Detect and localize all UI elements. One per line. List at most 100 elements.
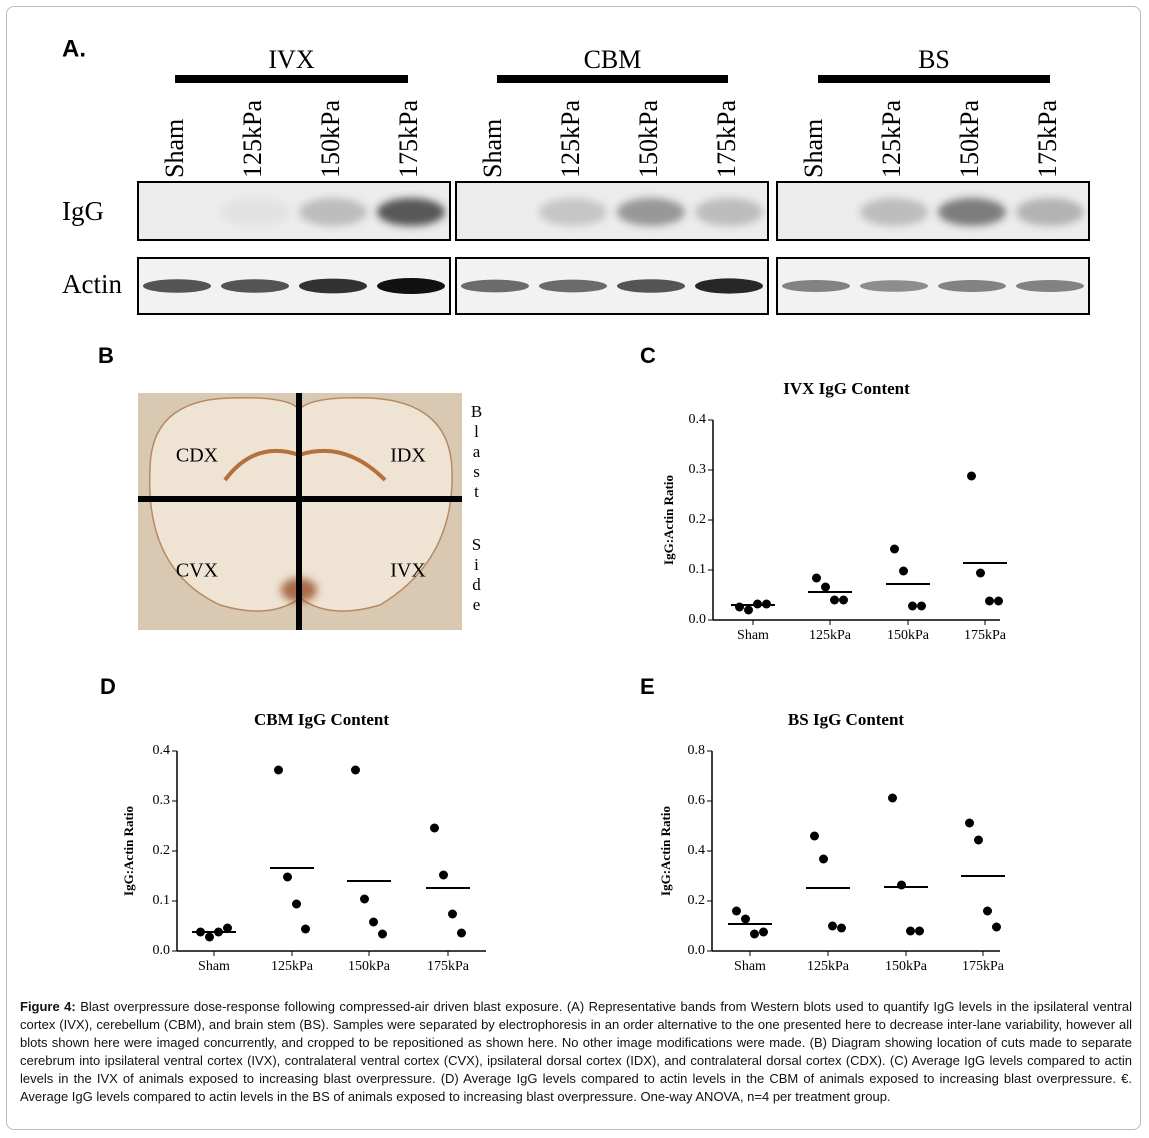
region-label: IDX <box>390 445 426 467</box>
panel-label: C <box>640 343 656 368</box>
lane-label: 125kPa <box>238 100 267 178</box>
data-point <box>828 921 837 931</box>
band <box>377 278 445 294</box>
data-point <box>983 906 992 916</box>
data-point <box>890 544 899 554</box>
band <box>782 280 850 292</box>
band <box>938 198 1006 226</box>
data-point <box>899 566 908 576</box>
data-point <box>897 880 906 890</box>
panel-label: D <box>100 674 116 699</box>
y-tick-label: 0.2 <box>689 512 707 527</box>
data-point <box>821 582 830 592</box>
chart-title: CBM IgG Content <box>254 710 389 729</box>
caption-text: Blast overpressure dose-response followi… <box>20 999 1132 1104</box>
data-point <box>741 914 750 924</box>
lane-label: 125kPa <box>556 100 585 178</box>
x-tick-label: 150kPa <box>887 628 930 643</box>
y-tick-label: 0.0 <box>153 943 171 958</box>
band <box>617 279 685 293</box>
data-point <box>205 932 214 942</box>
data-point <box>223 923 232 933</box>
y-tick-label: 0.0 <box>688 943 706 958</box>
data-point <box>917 601 926 611</box>
data-point <box>274 765 283 775</box>
band <box>539 198 607 226</box>
y-axis-label: IgG:Actin Ratio <box>661 475 676 565</box>
y-tick-label: 0.4 <box>153 743 171 758</box>
data-point <box>967 471 976 481</box>
y-axis-label: IgG:Actin Ratio <box>658 806 673 896</box>
y-tick-label: 0.1 <box>689 562 707 577</box>
data-point <box>839 595 848 605</box>
data-point <box>830 595 839 605</box>
lane-label: 125kPa <box>877 100 906 178</box>
band <box>860 198 928 226</box>
y-tick-label: 0.2 <box>153 843 171 858</box>
caption: Figure 4: Blast overpressure dose-respon… <box>20 998 1132 1106</box>
lane-label: Sham <box>160 119 189 178</box>
x-tick-label: Sham <box>737 628 769 643</box>
y-tick-label: 0.1 <box>153 893 171 908</box>
y-tick-label: 0.0 <box>689 612 707 627</box>
band <box>617 198 685 226</box>
y-tick-label: 0.3 <box>689 462 707 477</box>
region-label: CDX <box>176 445 219 467</box>
data-point <box>360 894 369 904</box>
data-point <box>750 929 759 939</box>
lane-label: Sham <box>799 119 828 178</box>
band <box>1016 280 1084 292</box>
data-point <box>915 926 924 936</box>
band <box>299 278 367 294</box>
group-label: BS <box>918 45 950 74</box>
data-point <box>430 823 439 833</box>
caption-label: Figure 4: <box>20 999 76 1014</box>
data-point <box>985 596 994 606</box>
chart-title: IVX IgG Content <box>783 379 910 398</box>
data-point <box>908 601 917 611</box>
y-tick-label: 0.6 <box>688 793 706 808</box>
lane-label: 175kPa <box>1033 100 1062 178</box>
data-point <box>812 573 821 583</box>
x-tick-label: 175kPa <box>427 959 470 974</box>
x-tick-label: Sham <box>734 959 766 974</box>
data-point <box>810 831 819 841</box>
y-tick-label: 0.8 <box>688 743 706 758</box>
y-tick-label: 0.3 <box>153 793 171 808</box>
data-point <box>457 928 466 938</box>
lane-label: 175kPa <box>712 100 741 178</box>
data-point <box>992 922 1001 932</box>
data-point <box>448 909 457 919</box>
data-point <box>888 793 897 803</box>
x-tick-label: 125kPa <box>809 628 852 643</box>
data-point <box>283 872 292 882</box>
data-point <box>292 899 301 909</box>
panel-label: E <box>640 674 655 699</box>
blot <box>455 181 769 241</box>
data-point <box>976 568 985 578</box>
data-point <box>819 854 828 864</box>
band <box>1016 198 1084 226</box>
lane-label: 150kPa <box>955 100 984 178</box>
frame <box>6 6 1141 1130</box>
band <box>938 280 1006 292</box>
x-tick-label: 150kPa <box>348 959 391 974</box>
x-tick-label: Sham <box>198 959 230 974</box>
y-tick-label: 0.4 <box>689 412 707 427</box>
y-tick-label: 0.4 <box>688 843 706 858</box>
lane-label: Sham <box>478 119 507 178</box>
data-point <box>744 605 753 615</box>
band <box>695 278 763 294</box>
side-label: Side <box>467 535 486 615</box>
band <box>377 198 445 226</box>
x-tick-label: 175kPa <box>962 959 1005 974</box>
data-point <box>759 927 768 937</box>
group-label: CBM <box>584 45 642 74</box>
lane-label: 150kPa <box>634 100 663 178</box>
data-point <box>369 917 378 927</box>
data-point <box>732 906 741 916</box>
data-point <box>351 765 360 775</box>
band <box>221 279 289 293</box>
data-point <box>837 923 846 933</box>
